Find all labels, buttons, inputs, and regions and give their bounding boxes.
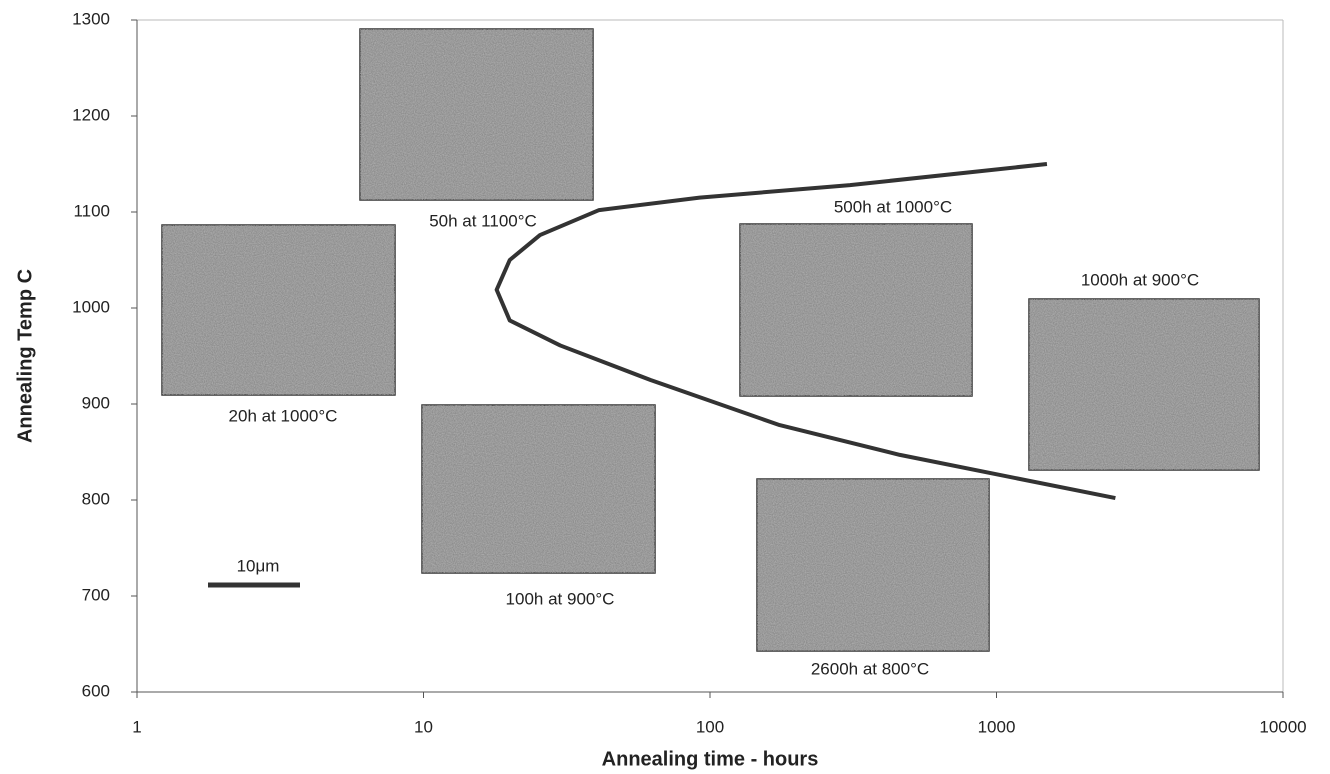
annotation: 20h at 1000°C — [229, 406, 338, 425]
x-axis-title: Annealing time - hours — [602, 748, 819, 770]
micrograph-texture — [757, 479, 989, 651]
y-tick-label: 1300 — [72, 9, 110, 28]
y-tick-label: 1100 — [73, 201, 110, 220]
micrograph-texture — [740, 224, 972, 396]
micrograph-texture — [360, 29, 593, 200]
curve — [494, 162, 1116, 501]
y-tick-label: 600 — [82, 681, 110, 700]
annotation: 50h at 1100°C — [429, 211, 537, 230]
y-tick-label: 1200 — [72, 105, 110, 124]
scale-bar-label: 10μm — [237, 556, 280, 575]
annotation: 2600h at 800°C — [811, 659, 929, 678]
y-axis-title: Annealing Temp C — [14, 269, 36, 443]
micrograph-texture — [1029, 299, 1259, 470]
x-tick-label: 1000 — [978, 717, 1016, 736]
micrograph-texture — [422, 405, 655, 573]
y-tick-label: 1000 — [72, 297, 110, 316]
x-tick-label: 100 — [696, 717, 724, 736]
annotation: 500h at 1000°C — [834, 197, 952, 216]
micrograph-texture — [162, 225, 395, 395]
annotation: 100h at 900°C — [506, 589, 615, 608]
x-tick-label: 10000 — [1259, 717, 1306, 736]
x-tick-label: 10 — [414, 717, 433, 736]
x-tick-label: 1 — [132, 717, 141, 736]
y-tick-label: 800 — [82, 489, 110, 508]
y-tick-label: 900 — [82, 393, 110, 412]
y-tick-label: 700 — [82, 585, 110, 604]
annotation: 1000h at 900°C — [1081, 270, 1199, 289]
